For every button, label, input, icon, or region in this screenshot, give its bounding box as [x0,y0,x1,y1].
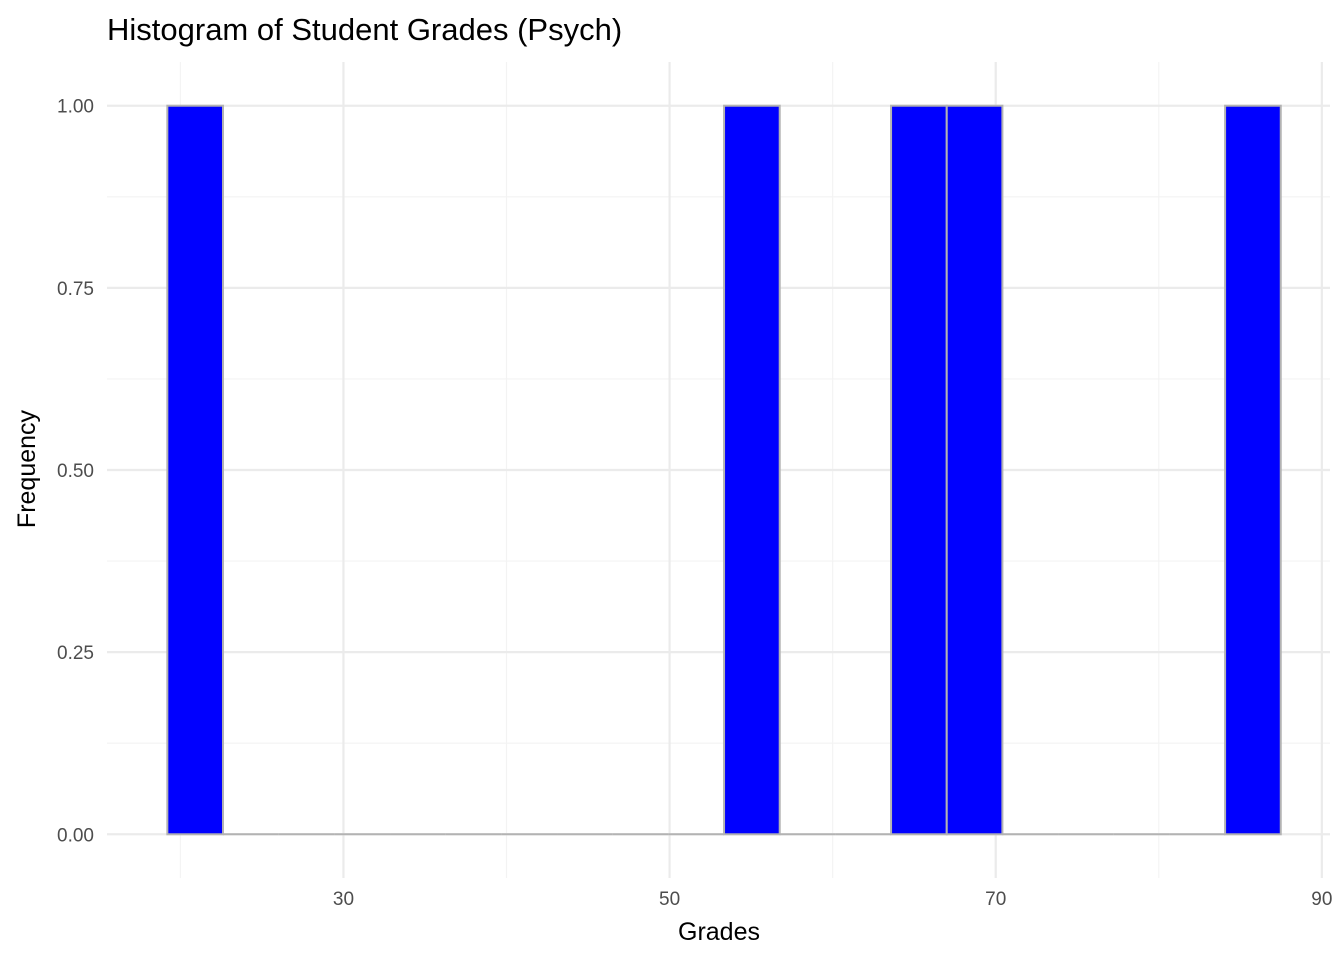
x-tick-label: 30 [333,889,354,910]
histogram-bar [945,104,1004,836]
x-tick-label: 70 [985,889,1006,910]
x-tick-label: 90 [1311,889,1332,910]
histogram-bars [166,104,1282,836]
x-tick-label: 50 [659,889,680,910]
histogram-bar [1224,104,1282,836]
y-tick-label: 0.25 [57,643,94,664]
y-tick-label: 0.00 [57,825,94,846]
axis-ticks: 30 50 70 90 0.00 0.25 0.50 0.75 1.00 [57,97,1332,910]
histogram-bar [166,104,225,836]
y-tick-label: 1.00 [57,97,94,118]
y-tick-label: 0.50 [57,461,94,482]
histogram-bar [890,104,948,836]
x-axis-label: Grades [678,918,760,946]
y-axis-label: Frequency [13,409,41,528]
chart-title: Histogram of Student Grades (Psych) [107,12,622,47]
grid [107,62,1330,878]
y-tick-label: 0.75 [57,279,94,300]
histogram-bar [723,104,781,836]
